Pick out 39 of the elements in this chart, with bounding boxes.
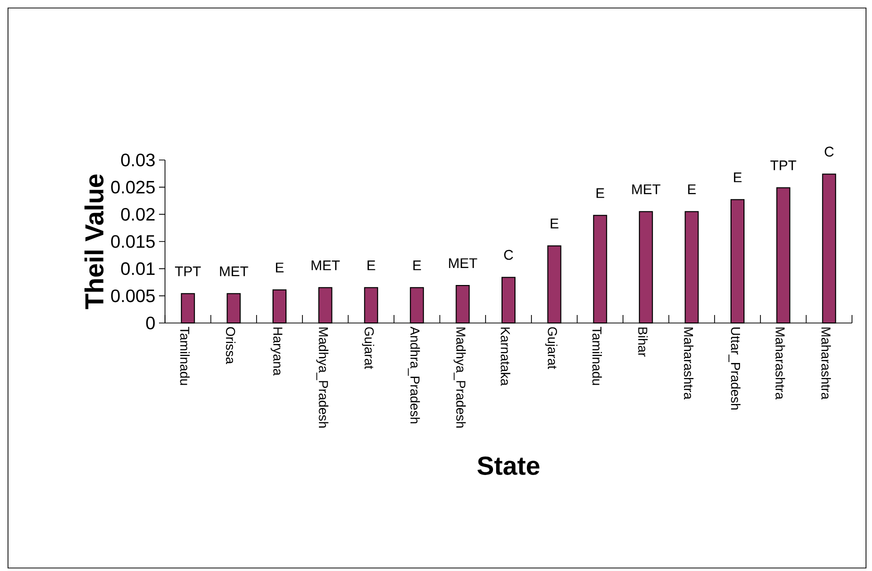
- data-label: MET: [312, 260, 340, 270]
- y-tick-label: 0.01: [121, 262, 155, 276]
- x-tick-label: Bihar: [638, 328, 648, 357]
- data-label: MET: [449, 258, 478, 268]
- y-tick-label: 0.02: [121, 208, 155, 221]
- data-label: E: [276, 262, 284, 272]
- data-label: E: [596, 188, 604, 198]
- y-axis-title: Theil Value: [84, 174, 104, 310]
- data-label: E: [413, 260, 421, 270]
- x-tick-label: Orissa: [226, 327, 236, 364]
- data-label: E: [688, 184, 696, 194]
- x-tick-label: Gujarat: [545, 327, 558, 370]
- x-tick-label: Madhya_Pradesh: [454, 328, 466, 428]
- data-label: MET: [220, 266, 248, 276]
- x-tick-label: Maharashtra: [821, 328, 831, 400]
- x-tick-label: Uttar_Pradesh: [728, 328, 741, 410]
- x-tick-label: Andhra_Pradesh: [408, 326, 420, 424]
- data-label: MET: [632, 184, 660, 194]
- x-tick-label: Maharashtra: [776, 328, 786, 400]
- x-tick-label: Maharashtra: [684, 328, 694, 400]
- x-tick-label: Tamilnadu: [180, 326, 190, 385]
- data-label: C: [504, 250, 514, 260]
- y-tick-label: 0.015: [111, 235, 155, 248]
- x-tick-label: Tamilnadu: [592, 326, 602, 385]
- x-axis-title: State: [477, 456, 540, 475]
- y-tick-label: 0.025: [111, 180, 155, 194]
- x-tick-label: Madhya_Pradesh: [316, 328, 328, 428]
- x-tick-label: Haryana: [270, 328, 282, 376]
- y-tick-label: 0: [146, 316, 155, 330]
- y-tick-label: 0.03: [121, 154, 155, 166]
- x-tick-label: Karnataka: [500, 328, 510, 386]
- data-label: E: [734, 172, 742, 182]
- data-label: E: [368, 260, 376, 270]
- data-label: E: [550, 218, 558, 228]
- data-label: TPT: [770, 160, 796, 170]
- data-label: TPT: [174, 266, 201, 276]
- data-label: C: [824, 146, 834, 157]
- x-tick-label: Gujarat: [362, 327, 374, 370]
- y-tick-label: 0.005: [111, 289, 155, 302]
